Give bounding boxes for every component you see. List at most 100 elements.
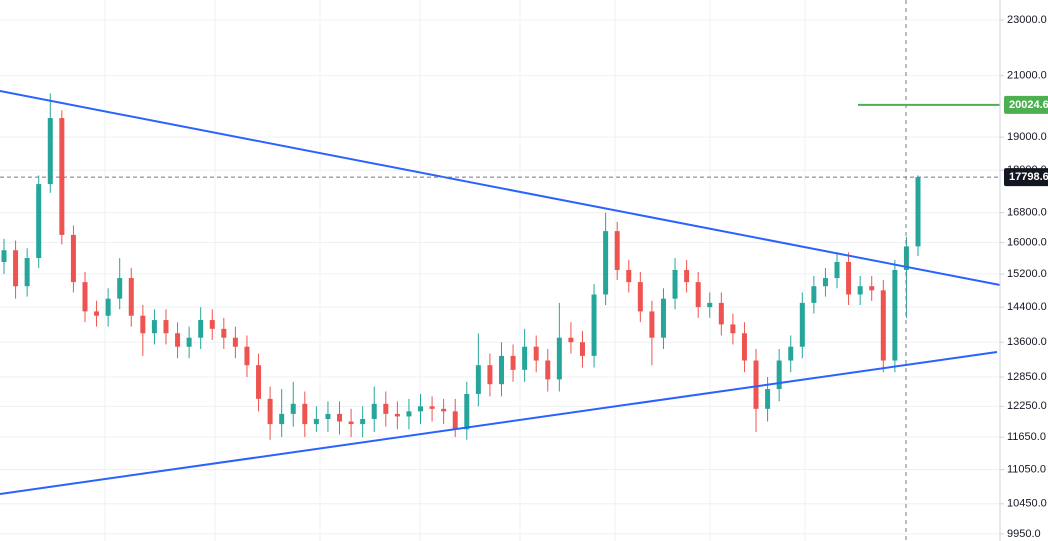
y-tick-label: 12250.0 [1007,400,1047,412]
candle-body [695,282,701,308]
candle-body [418,406,424,412]
candle-body [186,337,192,347]
candle-body [765,389,771,409]
candle-body [892,269,898,361]
candle-body [221,328,227,338]
candle-body [568,337,574,343]
candle-body [360,418,366,425]
candle-body [660,298,666,338]
candle-body [24,258,30,287]
candle-body [556,337,562,380]
candle-body [684,269,690,283]
candle-body [337,413,343,422]
candle-body [313,418,319,425]
candle-body [302,403,308,425]
y-tick-label: 11050.0 [1007,463,1046,475]
y-tick-label: 11650.0 [1007,431,1046,443]
candle-body [614,231,620,270]
candle-body [429,406,435,409]
candle-body [579,342,585,356]
candle-body [452,411,458,430]
candle-body [441,408,447,412]
price-tag-bg [1004,168,1048,187]
candle-body [105,298,111,316]
candle-body [811,286,817,303]
candle-body [198,320,204,338]
y-tick-label: 19000.0 [1007,131,1047,143]
candle-body [545,360,551,380]
y-tick-label: 10450.0 [1007,498,1047,510]
price-tags: 20024.6 17798.6 [1004,95,1048,187]
candle-body [383,403,389,414]
candle-body [730,324,736,334]
candle-body [857,286,863,295]
y-tick-label: 9950.0 [1007,528,1041,540]
candle-body [256,365,262,399]
candle-body [371,403,377,419]
price-tag-bg [1004,95,1048,114]
y-tick-label: 14400.0 [1007,301,1047,313]
candle-body [140,315,146,334]
candle-body [753,360,759,409]
candle-body [70,234,76,283]
candle-body [47,118,53,185]
candle-body [1,250,7,262]
candle-body [151,320,157,334]
candle-body [475,365,481,394]
candle-body [94,311,100,316]
candle-body [869,286,875,291]
candle-body [776,360,782,390]
candle-body [232,337,238,347]
price-tag: 20024.6 [1009,99,1048,111]
candle-body [348,421,354,425]
price-axis [1000,0,1048,541]
price-tag: 17798.6 [1009,171,1048,183]
candle-body [834,261,840,279]
candle-body [117,278,123,299]
candle-body [394,413,400,417]
y-tick-label: 12850.0 [1007,371,1047,383]
candle-body [464,393,470,430]
candle-body [279,413,285,425]
candle-body [325,413,331,419]
candle-body [603,231,609,295]
candle-body [707,302,713,308]
candle-body [59,118,65,235]
candle-body [13,250,19,287]
y-tick-label: 23000.0 [1007,14,1047,26]
candle-body [880,290,886,361]
candle-body [626,269,632,283]
candle-body [533,346,539,361]
y-tick-label: 16800.0 [1007,207,1047,219]
candle-body [649,311,655,338]
candle-body [718,302,724,325]
candle-body [163,320,169,334]
candle-body [822,278,828,287]
candle-body [799,302,805,347]
candle-body [591,294,597,356]
candle-body [487,365,493,385]
trend-line-lower [0,351,998,495]
trend-line-upper [0,90,1001,286]
axis-labels: 23000.021000.019000.018000.016800.016000… [1000,14,1047,540]
candle-body [637,282,643,312]
candle-body [244,346,250,366]
candle-body [741,333,747,361]
candle-body [788,346,794,361]
y-tick-label: 16000.0 [1007,236,1047,248]
price-lines [0,103,1000,178]
vertical-grid [104,0,806,541]
candle-body [510,355,516,370]
candle-body [36,184,42,259]
candle-body [209,320,215,329]
candles [1,93,921,440]
candle-body [82,282,88,312]
candle-body [915,177,921,247]
candle-body [672,269,678,299]
candle-body [846,261,852,295]
candle-body [406,411,412,417]
y-tick-label: 13600.0 [1007,336,1047,348]
candle-body [175,333,181,347]
candle-body [128,278,134,316]
